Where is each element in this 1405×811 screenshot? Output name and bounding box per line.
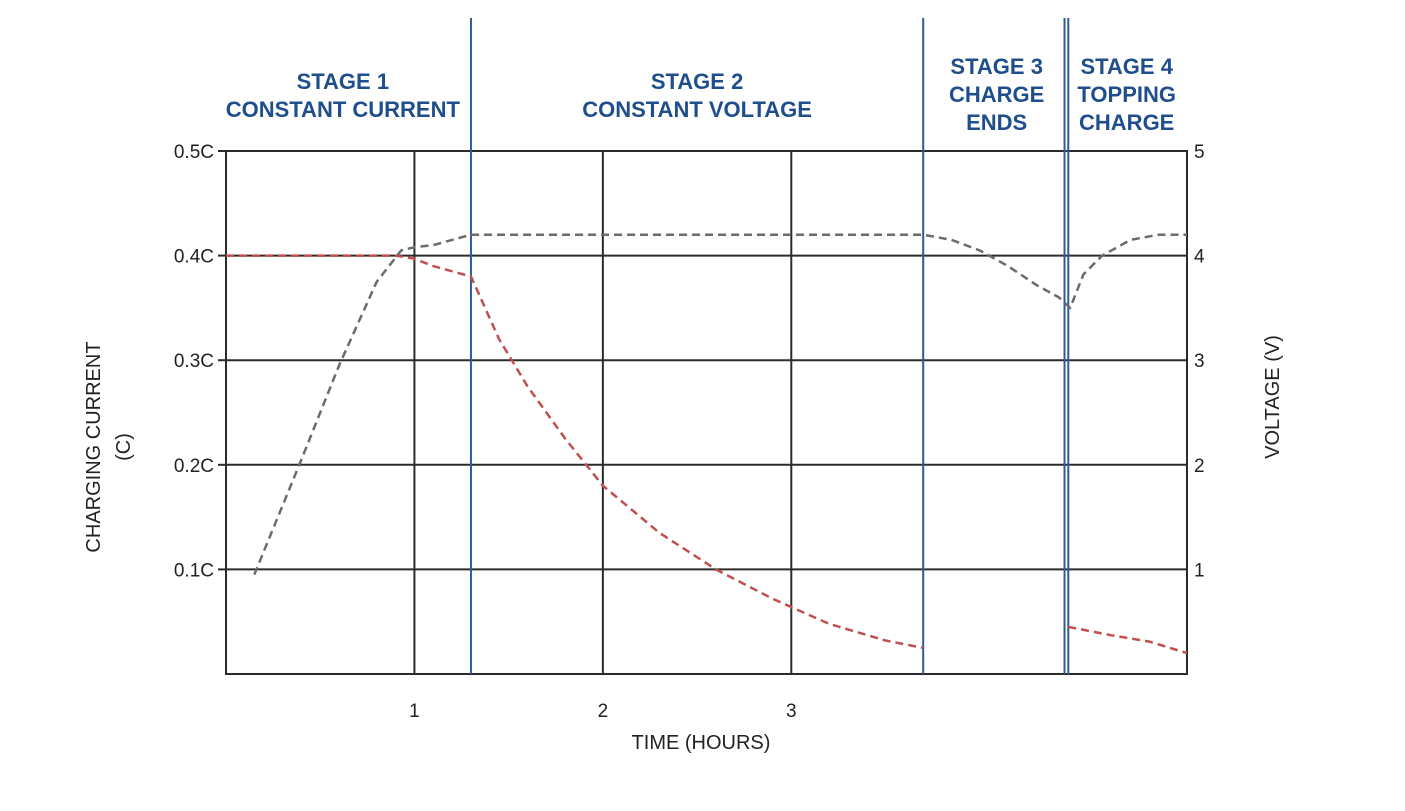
y-tick-label-left: 0.5C bbox=[174, 142, 214, 163]
y-tick-label-right: 1 bbox=[1194, 560, 1205, 581]
y-tick-label-right: 4 bbox=[1194, 247, 1205, 268]
x-tick-label: 2 bbox=[598, 701, 609, 722]
y-axis-title-right: VOLTAGE (V) bbox=[1262, 335, 1284, 459]
stage-label-2: STAGE 2 CONSTANT VOLTAGE bbox=[582, 69, 812, 122]
series bbox=[226, 233, 1188, 655]
labels: 0.1C 0.2C 0.3C 0.4C 0.5C 1 2 3 4 5 1 2 3 STAGE 1 CONST… bbox=[174, 54, 1205, 722]
y-axis-title-left-line2: (C) bbox=[113, 433, 135, 461]
y-tick-label-left: 0.3C bbox=[174, 351, 214, 372]
stage-boundaries bbox=[469, 18, 1070, 674]
grid bbox=[218, 150, 1188, 675]
stage-label-3: STAGE 3 CHARGE ENDS bbox=[949, 54, 1044, 135]
x-tick-label: 1 bbox=[409, 701, 420, 722]
x-axis-title: TIME (HOURS) bbox=[632, 732, 771, 754]
x-tick-label: 3 bbox=[786, 701, 797, 722]
y-axis-title-left-line1: CHARGING CURRENT bbox=[83, 341, 105, 552]
stage-label-4: STAGE 4 TOPPING CHARGE bbox=[1077, 54, 1176, 135]
y-tick-label-left: 0.2C bbox=[174, 456, 214, 477]
y-tick-label-right: 2 bbox=[1194, 456, 1205, 477]
y-tick-label-left: 0.4C bbox=[174, 247, 214, 268]
y-tick-label-right: 3 bbox=[1194, 351, 1205, 372]
y-tick-label-right: 5 bbox=[1194, 142, 1205, 163]
y-tick-label-left: 0.1C bbox=[174, 560, 214, 581]
current-line-segment-1 bbox=[226, 254, 924, 650]
voltage-line-segment-1 bbox=[253, 233, 1187, 576]
stage-label-1: STAGE 1 CONSTANT CURRENT bbox=[226, 69, 461, 122]
current-line-segment-2 bbox=[1068, 625, 1188, 655]
plot-frame bbox=[225, 150, 1188, 675]
